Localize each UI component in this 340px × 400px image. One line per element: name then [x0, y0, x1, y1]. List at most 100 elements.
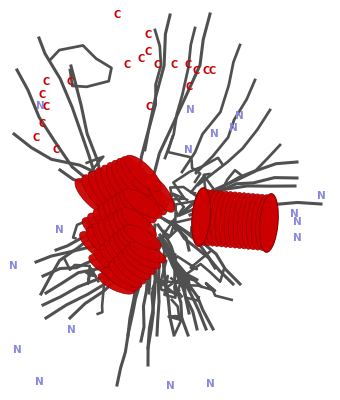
Ellipse shape — [123, 189, 162, 218]
Ellipse shape — [116, 158, 148, 199]
Ellipse shape — [197, 190, 214, 245]
Ellipse shape — [88, 171, 120, 212]
Text: C: C — [209, 66, 216, 76]
Text: C: C — [153, 60, 161, 70]
Text: C: C — [52, 145, 60, 155]
Ellipse shape — [206, 190, 223, 246]
Ellipse shape — [256, 195, 273, 250]
Ellipse shape — [260, 195, 277, 251]
Ellipse shape — [122, 248, 155, 274]
Ellipse shape — [92, 223, 123, 259]
Ellipse shape — [75, 178, 111, 215]
Text: C: C — [42, 102, 50, 112]
Ellipse shape — [136, 176, 159, 217]
Ellipse shape — [118, 252, 150, 280]
Ellipse shape — [109, 262, 142, 288]
Ellipse shape — [119, 191, 156, 223]
Text: C: C — [124, 60, 131, 70]
Ellipse shape — [100, 244, 133, 274]
Ellipse shape — [103, 201, 136, 238]
Ellipse shape — [238, 193, 255, 249]
Ellipse shape — [242, 194, 259, 249]
Text: N: N — [13, 345, 21, 355]
Ellipse shape — [89, 254, 126, 279]
Ellipse shape — [96, 188, 124, 226]
Ellipse shape — [118, 180, 140, 223]
Text: N: N — [166, 381, 174, 391]
Ellipse shape — [251, 194, 269, 250]
Ellipse shape — [114, 256, 146, 284]
Ellipse shape — [109, 236, 141, 268]
Ellipse shape — [108, 198, 140, 235]
Ellipse shape — [105, 240, 137, 271]
Ellipse shape — [103, 185, 129, 225]
Ellipse shape — [121, 208, 156, 238]
Ellipse shape — [192, 189, 210, 245]
Text: C: C — [39, 90, 46, 100]
Text: N: N — [184, 145, 193, 155]
Ellipse shape — [82, 175, 116, 213]
Text: C: C — [144, 47, 152, 57]
Text: N: N — [228, 123, 237, 133]
Text: N: N — [317, 191, 326, 201]
Text: N: N — [55, 225, 64, 235]
Text: C: C — [114, 10, 121, 20]
Text: C: C — [185, 82, 192, 92]
Ellipse shape — [246, 194, 264, 250]
Ellipse shape — [228, 192, 246, 248]
Text: C: C — [144, 30, 152, 40]
Ellipse shape — [146, 174, 174, 212]
Text: N: N — [235, 111, 244, 121]
Ellipse shape — [129, 242, 166, 263]
Ellipse shape — [82, 218, 121, 247]
Ellipse shape — [121, 227, 156, 255]
Text: C: C — [145, 102, 153, 112]
Text: N: N — [206, 379, 215, 389]
Text: C: C — [202, 66, 209, 76]
Text: C: C — [193, 66, 200, 76]
Ellipse shape — [210, 191, 228, 246]
Ellipse shape — [98, 220, 127, 256]
Text: N: N — [35, 377, 44, 387]
Ellipse shape — [112, 195, 146, 231]
Ellipse shape — [98, 273, 135, 294]
Ellipse shape — [126, 245, 160, 269]
Ellipse shape — [114, 233, 146, 264]
Ellipse shape — [99, 205, 132, 241]
Text: C: C — [170, 60, 178, 70]
Ellipse shape — [113, 211, 144, 247]
Ellipse shape — [80, 232, 115, 262]
Text: C: C — [32, 133, 39, 143]
Ellipse shape — [103, 267, 138, 291]
Ellipse shape — [106, 162, 135, 205]
Ellipse shape — [130, 177, 152, 220]
Ellipse shape — [141, 175, 167, 215]
Text: C: C — [137, 54, 145, 64]
Ellipse shape — [117, 209, 150, 243]
Ellipse shape — [117, 230, 151, 260]
Ellipse shape — [220, 192, 237, 247]
Ellipse shape — [86, 227, 119, 261]
Ellipse shape — [109, 214, 138, 250]
Ellipse shape — [259, 194, 278, 252]
Ellipse shape — [201, 190, 219, 246]
Text: C: C — [184, 60, 191, 70]
Text: C: C — [39, 119, 46, 129]
Ellipse shape — [125, 155, 161, 192]
Ellipse shape — [88, 213, 124, 245]
Ellipse shape — [224, 192, 241, 248]
Ellipse shape — [101, 165, 130, 208]
Text: N: N — [36, 101, 45, 111]
Ellipse shape — [120, 157, 154, 195]
Ellipse shape — [112, 160, 141, 202]
Ellipse shape — [233, 193, 251, 248]
Text: C: C — [66, 77, 73, 87]
Text: N: N — [9, 261, 18, 271]
Text: N: N — [293, 217, 302, 227]
Text: C: C — [42, 77, 50, 87]
Text: N: N — [210, 129, 219, 139]
Ellipse shape — [215, 191, 233, 247]
Ellipse shape — [93, 209, 128, 243]
Ellipse shape — [110, 183, 134, 224]
Ellipse shape — [95, 168, 124, 210]
